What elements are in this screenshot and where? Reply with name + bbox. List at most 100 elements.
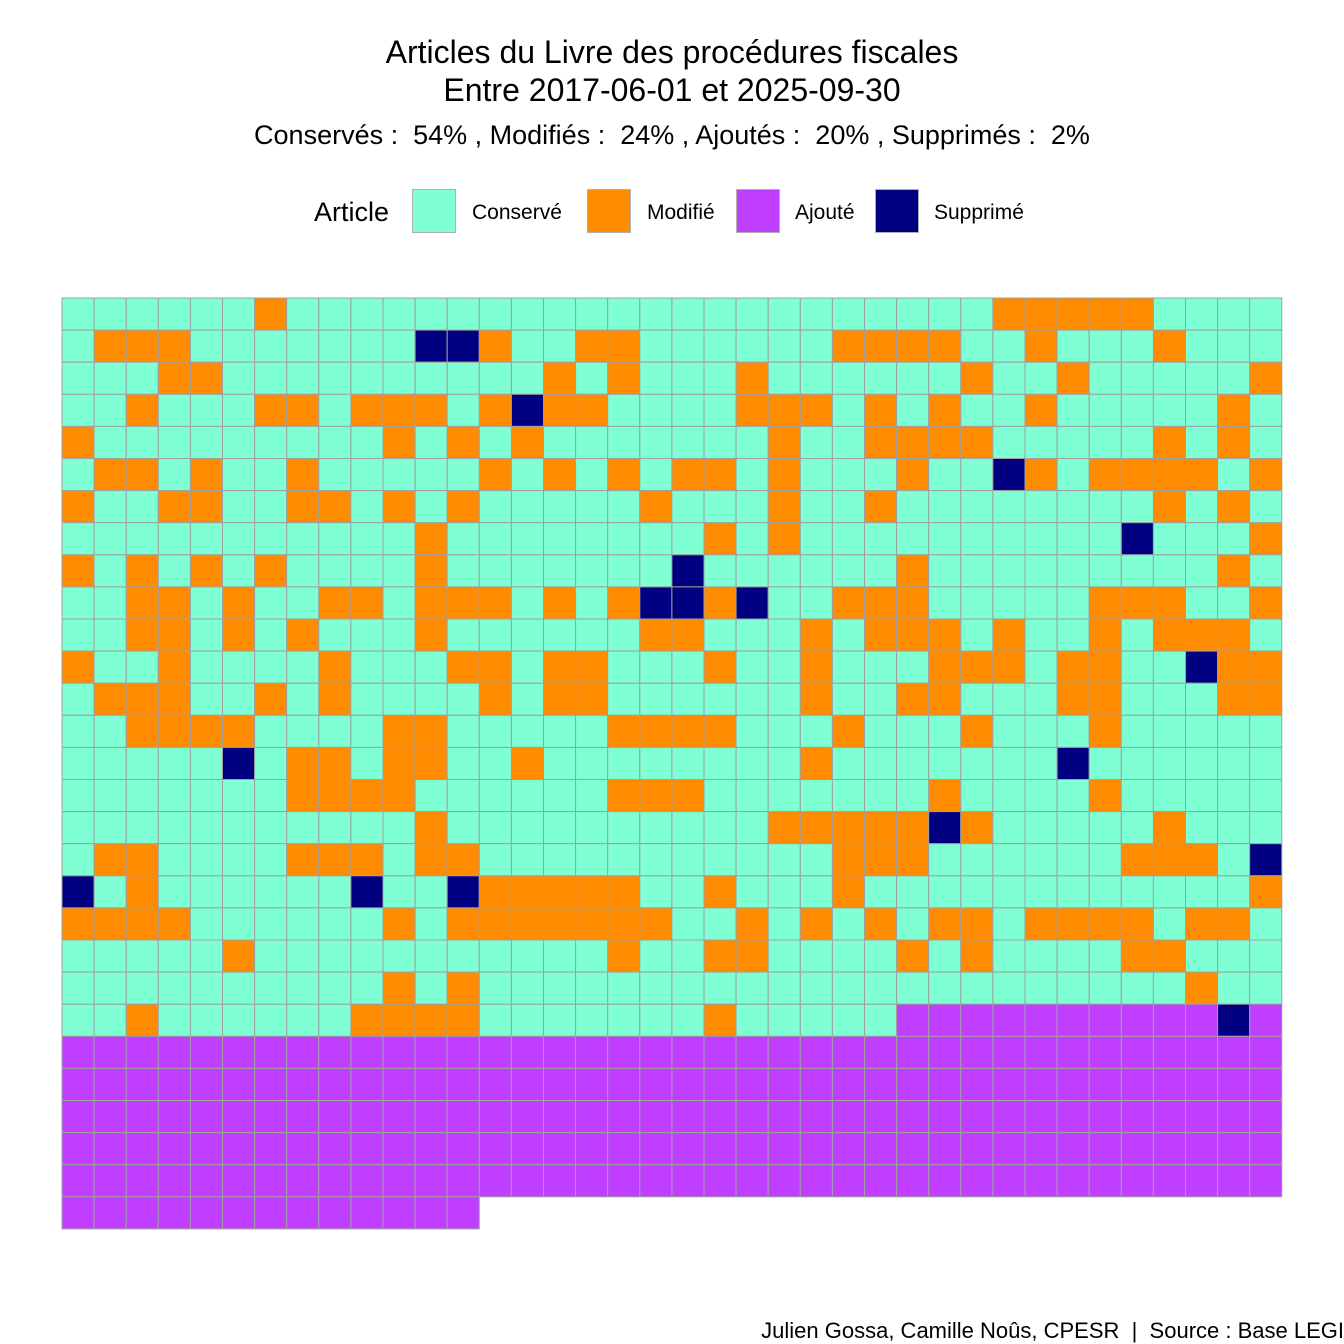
waffle-cell-ajoute <box>1056 1132 1090 1166</box>
waffle-cell-ajoute <box>1185 1067 1219 1102</box>
waffle-cell-ajoute <box>222 1067 256 1102</box>
waffle-cell-modifie <box>831 843 866 877</box>
waffle-cell-conserve <box>1185 746 1219 781</box>
waffle-cell-conserve <box>767 971 801 1005</box>
waffle-cell-modifie <box>1088 458 1122 492</box>
waffle-cell-ajoute <box>992 1164 1026 1198</box>
waffle-cell-conserve <box>222 811 256 845</box>
waffle-cell-conserve <box>286 1003 320 1037</box>
waffle-cell-ajoute <box>639 1164 673 1198</box>
waffle-cell-ajoute <box>93 1164 127 1198</box>
waffle-cell-conserve <box>1056 393 1090 427</box>
waffle-cell-conserve <box>1185 811 1219 845</box>
waffle-cell-conserve <box>222 361 256 395</box>
waffle-cell-ajoute <box>1152 1003 1187 1037</box>
waffle-cell-conserve <box>928 714 962 748</box>
waffle-cell-supprime <box>1056 746 1090 781</box>
waffle-cell-conserve <box>896 875 930 909</box>
waffle-cell-modifie <box>478 907 512 941</box>
waffle-cell-conserve <box>1217 971 1251 1005</box>
waffle-cell-modifie <box>864 329 898 363</box>
waffle-cell-conserve <box>286 554 320 588</box>
waffle-cell-modifie <box>478 393 512 427</box>
waffle-cell-conserve <box>157 1003 191 1037</box>
waffle-cell-ajoute <box>703 1164 737 1198</box>
waffle-cell-modifie <box>446 586 480 620</box>
waffle-cell-modifie <box>799 650 833 684</box>
waffle-cell-modifie <box>1120 843 1154 877</box>
waffle-cell-ajoute <box>382 1164 416 1198</box>
waffle-cell-modifie <box>896 811 930 845</box>
waffle-cell-ajoute <box>960 1035 994 1069</box>
waffle-cell-conserve <box>318 907 352 941</box>
waffle-cell-conserve <box>1024 714 1058 748</box>
waffle-cell-conserve <box>510 650 544 684</box>
waffle-cell-conserve <box>767 554 801 588</box>
waffle-cell-ajoute <box>350 1067 384 1102</box>
waffle-cell-conserve <box>478 618 512 652</box>
waffle-cell-modifie <box>1185 618 1219 652</box>
waffle-cell-conserve <box>639 425 673 459</box>
waffle-cell-conserve <box>928 875 962 909</box>
waffle-cell-conserve <box>543 425 577 459</box>
waffle-cell-conserve <box>735 458 769 492</box>
waffle-cell-modifie <box>382 907 416 941</box>
waffle-cell-conserve <box>607 682 641 716</box>
waffle-cell-conserve <box>254 650 288 684</box>
waffle-cell-conserve <box>703 907 737 941</box>
waffle-cell-modifie <box>222 618 256 652</box>
waffle-cell-modifie <box>125 907 159 941</box>
waffle-cell-conserve <box>831 779 866 813</box>
waffle-cell-conserve <box>510 811 544 845</box>
waffle-cell-conserve <box>767 618 801 652</box>
waffle-cell-conserve <box>960 554 994 588</box>
waffle-cell-ajoute <box>575 1067 609 1102</box>
waffle-cell-ajoute <box>61 1100 95 1134</box>
waffle-cell-conserve <box>639 843 673 877</box>
waffle-cell-conserve <box>478 522 512 556</box>
waffle-cell-ajoute <box>1185 1003 1219 1037</box>
waffle-cell-conserve <box>286 939 320 973</box>
waffle-cell-conserve <box>382 939 416 973</box>
waffle-cell-conserve <box>735 779 769 813</box>
waffle-cell-modifie <box>799 682 833 716</box>
waffle-cell-ajoute <box>286 1132 320 1166</box>
waffle-cell-ajoute <box>446 1100 480 1134</box>
waffle-cell-conserve <box>1217 811 1251 845</box>
waffle-cell-modifie <box>735 939 769 973</box>
waffle-cell-conserve <box>382 458 416 492</box>
waffle-cell-conserve <box>318 554 352 588</box>
waffle-cell-conserve <box>575 297 609 331</box>
waffle-cell-modifie <box>767 811 801 845</box>
waffle-cell-conserve <box>125 650 159 684</box>
waffle-cell-conserve <box>1056 714 1090 748</box>
waffle-cell-conserve <box>928 297 962 331</box>
waffle-cell-conserve <box>799 971 833 1005</box>
waffle-cell-conserve <box>896 393 930 427</box>
waffle-cell-modifie <box>125 714 159 748</box>
waffle-cell-modifie <box>703 522 737 556</box>
waffle-cell-ajoute <box>446 1067 480 1102</box>
waffle-cell-modifie <box>1056 361 1090 395</box>
waffle-cell-ajoute <box>414 1100 448 1134</box>
waffle-cell-modifie <box>799 746 833 781</box>
waffle-cell-conserve <box>61 586 95 620</box>
waffle-cell-conserve <box>1024 939 1058 973</box>
waffle-cell-modifie <box>222 939 256 973</box>
waffle-cell-conserve <box>1152 297 1187 331</box>
waffle-cell-modifie <box>1217 907 1251 941</box>
waffle-cell-ajoute <box>1152 1164 1187 1198</box>
waffle-cell-ajoute <box>189 1035 223 1069</box>
waffle-cell-modifie <box>382 1003 416 1037</box>
waffle-cell-modifie <box>93 682 127 716</box>
waffle-cell-conserve <box>575 554 609 588</box>
waffle-cell-ajoute <box>735 1132 769 1166</box>
waffle-cell-conserve <box>222 522 256 556</box>
waffle-cell-conserve <box>960 329 994 363</box>
waffle-cell-modifie <box>960 714 994 748</box>
waffle-cell-conserve <box>896 490 930 524</box>
waffle-cell-conserve <box>254 746 288 781</box>
waffle-cell-conserve <box>286 875 320 909</box>
waffle-cell-modifie <box>286 490 320 524</box>
waffle-cell-conserve <box>1088 522 1122 556</box>
